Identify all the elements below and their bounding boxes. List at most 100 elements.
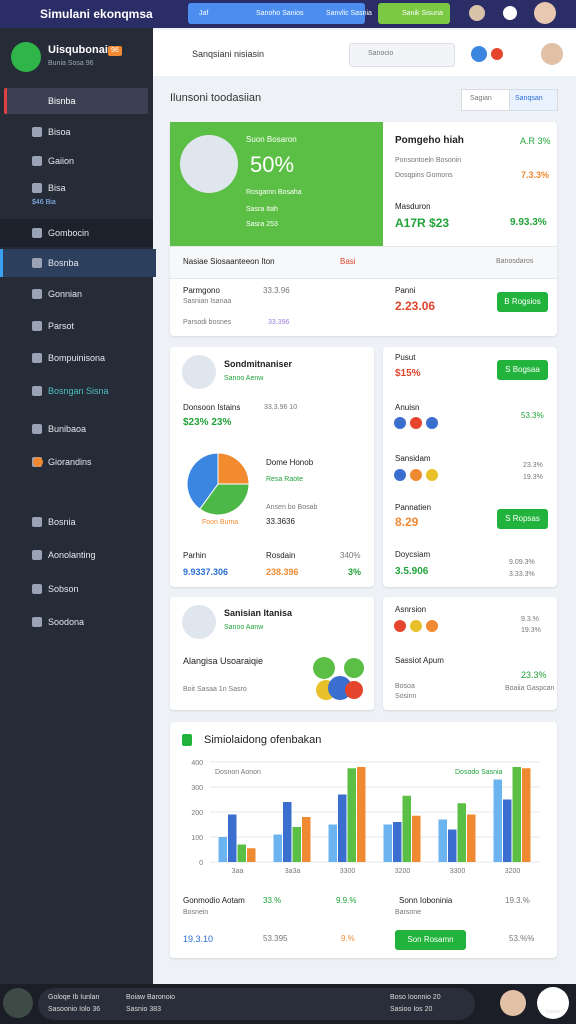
close-button[interactable] <box>3 988 33 1018</box>
f-sub: Bosnein <box>183 908 209 916</box>
r-value: 2.23.06 <box>395 298 436 313</box>
search-box[interactable] <box>349 43 455 67</box>
search[interactable]: Sanocio <box>368 49 394 57</box>
avatar <box>182 605 216 639</box>
items[interactable]: Bosnba <box>48 257 79 268</box>
dot <box>410 620 422 632</box>
avatar <box>180 135 238 193</box>
label-right: Dosodo Sasnia <box>455 768 503 776</box>
items[interactable]: Gombocin <box>48 227 90 238</box>
note: Boit Sasaa 1n Sasro <box>183 685 247 693</box>
row-tag: Basi <box>340 257 356 267</box>
bottom-pill <box>38 988 475 1020</box>
bubble <box>345 681 363 699</box>
items[interactable]: Bosnia <box>48 516 76 527</box>
toggle[interactable]: Sagian <box>470 94 492 102</box>
bar <box>218 837 227 862</box>
sidebar-search[interactable] <box>4 88 148 114</box>
items[interactable]: Bompuinisona <box>48 352 106 363</box>
icon <box>32 183 42 193</box>
button[interactable]: S Ropsas <box>497 509 548 529</box>
bar <box>457 803 466 862</box>
c1: Boso Ioonnio 20 <box>390 993 441 1001</box>
icon <box>32 321 42 331</box>
bubble <box>313 657 335 679</box>
avatar <box>182 355 216 389</box>
sub: Sanoo Aenw <box>224 374 264 382</box>
items[interactable]: Sobson <box>48 583 79 594</box>
items[interactable]: Bosngan Sisna <box>48 385 109 396</box>
l3: Boaiia Gaspcan <box>505 684 555 692</box>
bar <box>493 779 502 862</box>
button[interactable]: Son Rosamn <box>395 930 466 950</box>
x-tick-label: 3300 <box>450 868 466 875</box>
button[interactable]: B Rogsios <box>497 292 548 312</box>
line2: Sasra 253 <box>246 220 278 228</box>
r-title: Panni <box>395 286 416 296</box>
bar <box>467 814 476 862</box>
tabs[interactable]: Jaf <box>199 9 209 17</box>
right-line1: Ponsontoeln Bosonin <box>395 156 462 164</box>
f-v3: 19.3.10 <box>183 933 214 944</box>
icon <box>503 6 517 20</box>
items[interactable]: Giorandins <box>48 456 92 467</box>
l-title2: Parsodi bosnes <box>183 318 232 326</box>
bar <box>292 827 301 862</box>
button[interactable]: S Bogsaa <box>497 360 548 380</box>
title: Sanqsiani nisiasin <box>192 48 265 59</box>
line1: Sasra Itah <box>246 205 278 213</box>
items[interactable]: Bunibaoa <box>48 423 87 434</box>
items[interactable]: Gonnian <box>48 288 83 299</box>
icon <box>32 617 42 627</box>
card-row <box>170 246 557 279</box>
top-button[interactable] <box>378 3 450 24</box>
items[interactable]: Bisoa <box>48 126 71 137</box>
icon <box>32 424 42 434</box>
t3: Sansidam <box>395 454 431 464</box>
badge <box>108 46 122 56</box>
right-line2: Dosqpins Gomons <box>395 171 453 179</box>
bar <box>283 802 292 862</box>
icon <box>182 734 192 746</box>
button[interactable]: Sanik Sisuna <box>402 9 443 17</box>
f2: Rosdain <box>266 551 296 561</box>
sub-rate: 9.93.3% <box>510 217 547 228</box>
bar <box>247 848 256 862</box>
bar <box>503 799 512 862</box>
l-title: Parmgono <box>183 286 220 296</box>
bar <box>512 767 521 862</box>
dot <box>410 417 422 429</box>
title: Simiolaidong ofenbakan <box>204 734 322 747</box>
items[interactable]: Parsot <box>48 320 75 331</box>
search[interactable]: Bisnba <box>48 95 76 106</box>
v4: 8.29 <box>395 514 419 529</box>
items[interactable]: Aonolanting <box>48 549 96 560</box>
y-tick-label: 100 <box>191 835 203 842</box>
name: Suon Bosaron <box>246 135 297 145</box>
items[interactable]: Bisa <box>48 182 66 193</box>
toggle[interactable]: Sanqsan <box>515 94 543 102</box>
pie-value: 33.3636 <box>266 517 295 527</box>
icon <box>32 228 42 238</box>
bar <box>302 817 311 862</box>
v2: 53.3% <box>521 411 544 421</box>
dot <box>394 620 406 632</box>
right-title: Pomgeho hiah <box>395 135 464 146</box>
v3a: 23.3% <box>523 461 543 469</box>
items[interactable]: Soodona <box>48 616 85 627</box>
t2: Anuisn <box>395 403 420 413</box>
f-v5: 9.% <box>341 934 355 944</box>
tabs[interactable]: Sanoho Sanios <box>256 9 304 17</box>
x-tick-label: 3200 <box>505 868 521 875</box>
items[interactable]: Gaiion <box>48 155 75 166</box>
icon <box>32 258 42 268</box>
item-sub: $46 Bia <box>32 198 56 206</box>
card <box>383 347 557 587</box>
bar <box>412 815 421 862</box>
pie-title: Dome Honob <box>266 458 314 468</box>
pie-sub: Resa Raote <box>266 475 303 483</box>
d: Vasnio <box>545 1009 560 1015</box>
bubble <box>344 658 364 678</box>
toggle[interactable] <box>509 89 558 111</box>
tabs[interactable]: Sanvlic Sasnia <box>326 9 372 17</box>
